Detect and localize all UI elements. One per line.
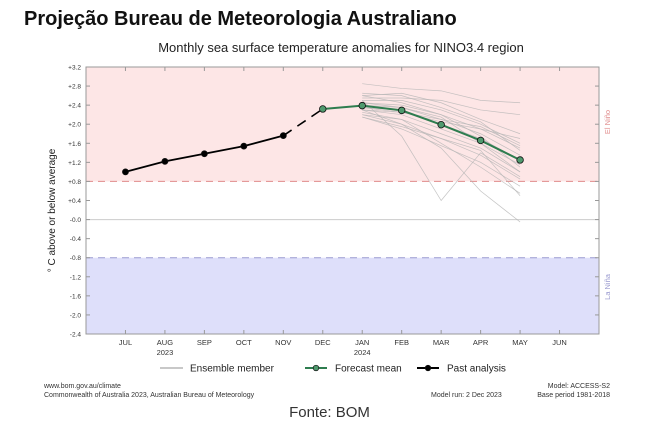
legend-past-marker <box>424 364 432 372</box>
el-nino-region <box>86 67 599 182</box>
x-tick-label: JUL <box>119 338 132 347</box>
y-tick-label: +1.2 <box>68 160 81 167</box>
x-tick-label: APR <box>473 338 489 347</box>
ensemble-member-line <box>362 92 521 135</box>
y-tick-label: -2.4 <box>70 332 82 339</box>
legend-ensemble-label: Ensemble member <box>190 364 275 375</box>
x-tick-label: MAY <box>512 338 528 347</box>
ensemble-member-line <box>362 83 521 104</box>
footer-model: Model: ACCESS-S2 <box>547 383 610 390</box>
chart-title: Monthly sea surface temperature anomalie… <box>158 40 524 55</box>
y-tick-label: -0.4 <box>70 236 82 243</box>
past-analysis-point <box>200 150 208 158</box>
x-tick-label: SEP <box>197 338 212 347</box>
y-tick-label: -1.6 <box>70 293 82 300</box>
y-tick-label: +2.0 <box>68 122 81 129</box>
ensemble-member-line <box>362 109 521 166</box>
la-nina-label: La Niña <box>603 273 612 300</box>
past-analysis-point <box>240 142 248 150</box>
forecast-mean-point <box>319 105 327 113</box>
year-label: 2023 <box>157 348 174 357</box>
y-tick-label: +1.6 <box>68 141 81 148</box>
ensemble-member-line <box>362 114 521 194</box>
page-title: Projeção Bureau de Meteorologia Australi… <box>24 8 457 30</box>
x-tick-label: DEC <box>315 338 331 347</box>
x-tick-label: MAR <box>433 338 450 347</box>
source-caption: Fonte: BOM <box>289 404 370 421</box>
y-tick-label: -0.8 <box>70 255 82 262</box>
past-analysis-point <box>122 168 129 176</box>
y-tick-label: -0.0 <box>70 217 82 224</box>
ensemble-member-line <box>362 102 521 173</box>
legend-forecast-label: Forecast mean <box>335 364 402 375</box>
y-tick-label: +2.8 <box>68 84 81 91</box>
past-analysis-point <box>161 158 169 165</box>
x-tick-label: NOV <box>275 338 291 347</box>
footer-url: www.bom.gov.au/climate <box>44 383 121 390</box>
ensemble-member-line <box>362 92 521 151</box>
y-axis-label: ° C above or below average <box>47 148 58 272</box>
forecast-mean-point <box>397 106 406 115</box>
forecast-mean-line <box>322 104 521 161</box>
ensemble-member-line <box>361 100 521 202</box>
forecast-mean-point <box>358 101 366 110</box>
footer-left: www.bom.gov.au/climate Commonwealth of A… <box>44 382 254 400</box>
x-tick-label: AUG <box>157 338 173 347</box>
ensemble-member-line <box>362 116 521 187</box>
forecast-mean-point <box>516 156 524 164</box>
x-tick-label: JAN <box>355 338 369 347</box>
footer-copyright: Commonwealth of Australia 2023, Australi… <box>44 392 255 399</box>
y-tick-label: -1.2 <box>70 274 82 281</box>
ensemble-member-line <box>362 111 521 173</box>
footer-model-run: Model run: 2 Dec 2023 <box>431 392 502 399</box>
forecast-mean-point <box>476 136 485 145</box>
legend-past-label: Past analysis <box>447 364 506 375</box>
x-tick-label: JUN <box>552 338 567 347</box>
y-tick-label: +2.4 <box>68 103 81 110</box>
legend-forecast-marker <box>312 364 320 372</box>
year-label: 2024 <box>354 348 371 357</box>
nino34-chart: Monthly sea surface temperature anomalie… <box>47 40 612 375</box>
ensemble-member-line <box>362 116 521 196</box>
y-tick-label: +0.4 <box>68 198 81 205</box>
ensemble-member-line <box>362 97 521 116</box>
forecast-mean-point <box>437 120 445 129</box>
y-tick-label: +3.2 <box>68 65 81 72</box>
y-tick-label: +0.8 <box>68 179 81 186</box>
la-nina-region <box>86 257 599 334</box>
connector-line <box>282 108 324 137</box>
x-tick-label: FEB <box>394 338 409 347</box>
y-tick-label: -2.0 <box>70 312 82 319</box>
x-tick-label: OCT <box>236 338 252 347</box>
footer-right: Model: ACCESS-S2 Base period 1981-2018 <box>537 382 610 400</box>
ensemble-member-line <box>362 109 521 146</box>
el-nino-label: El Niño <box>603 110 612 134</box>
footer-base-period: Base period 1981-2018 <box>537 392 610 399</box>
ensemble-member-line <box>362 109 521 223</box>
